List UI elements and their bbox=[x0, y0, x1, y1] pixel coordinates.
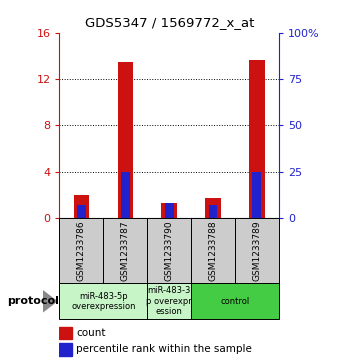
Bar bbox=[205, 198, 221, 218]
Bar bbox=[235, 218, 279, 283]
Text: miR-483-3
p overexpr
ession: miR-483-3 p overexpr ession bbox=[146, 286, 192, 316]
Bar bbox=[103, 218, 147, 283]
Text: GSM1233790: GSM1233790 bbox=[165, 220, 174, 281]
Bar bbox=[121, 171, 130, 218]
Bar bbox=[191, 283, 279, 319]
Bar bbox=[77, 205, 86, 218]
Text: GSM1233788: GSM1233788 bbox=[208, 220, 218, 281]
Bar bbox=[162, 203, 177, 218]
Text: control: control bbox=[220, 297, 250, 306]
Bar bbox=[59, 343, 71, 356]
Bar bbox=[59, 283, 147, 319]
Bar bbox=[118, 62, 133, 218]
Text: GSM1233789: GSM1233789 bbox=[252, 220, 261, 281]
Bar bbox=[147, 218, 191, 283]
Text: GSM1233786: GSM1233786 bbox=[77, 220, 86, 281]
Bar bbox=[253, 171, 261, 218]
Text: percentile rank within the sample: percentile rank within the sample bbox=[76, 344, 252, 354]
Bar bbox=[59, 327, 71, 339]
Bar bbox=[147, 283, 191, 319]
Bar bbox=[209, 205, 217, 218]
Bar bbox=[59, 218, 103, 283]
Text: protocol: protocol bbox=[7, 296, 59, 306]
Text: miR-483-5p
overexpression: miR-483-5p overexpression bbox=[71, 291, 136, 311]
Bar bbox=[165, 203, 173, 218]
Text: GDS5347 / 1569772_x_at: GDS5347 / 1569772_x_at bbox=[85, 16, 255, 29]
Text: GSM1233787: GSM1233787 bbox=[121, 220, 130, 281]
Bar bbox=[74, 195, 89, 218]
Polygon shape bbox=[42, 290, 58, 313]
Bar bbox=[249, 60, 265, 218]
Text: count: count bbox=[76, 328, 105, 338]
Bar bbox=[191, 218, 235, 283]
